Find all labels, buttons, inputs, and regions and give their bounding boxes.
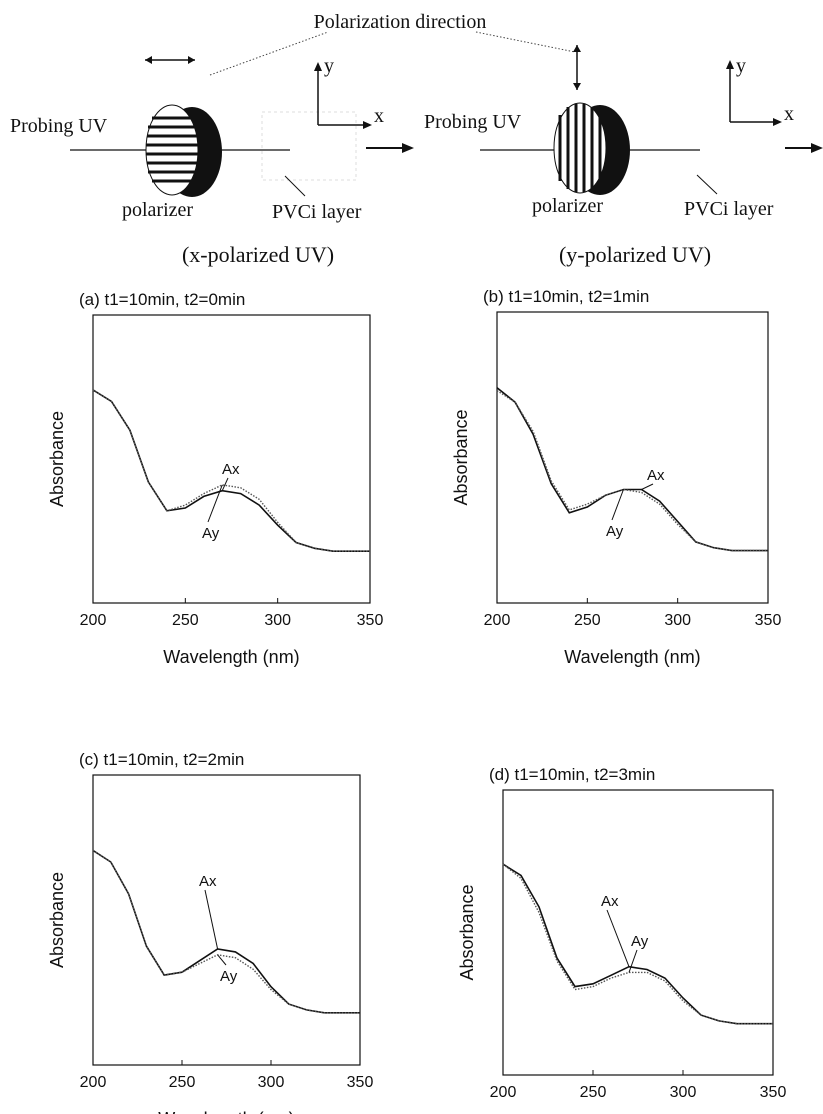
chart-title: (d) t1=10min, t2=3min [489, 765, 655, 784]
y-axis-label: Absorbance [451, 409, 471, 505]
series-line [502, 863, 773, 1025]
chart-title: (c) t1=10min, t2=2min [79, 750, 244, 769]
layer-label: PVCi layer [272, 201, 362, 223]
plot-frame [92, 774, 361, 1066]
x-axis-label: Wavelength (nm) [564, 647, 700, 667]
caption: (y-polarized UV) [559, 242, 711, 267]
pvci-layer [261, 111, 357, 181]
label-leader [221, 477, 229, 491]
stripes [558, 104, 602, 192]
series-line [502, 863, 773, 1025]
x-tick-label: 250 [169, 1074, 196, 1091]
x-tick-label: 300 [264, 612, 291, 629]
x-tick-label: 200 [490, 1084, 517, 1101]
x-axis-label: Wavelength (nm) [158, 1109, 294, 1114]
pointer [475, 31, 576, 53]
series-label: Ay [631, 933, 649, 950]
label-leader [204, 889, 219, 950]
beam-arrow-head [811, 143, 823, 153]
x-tick-label: 350 [760, 1084, 787, 1101]
label-leader [606, 909, 630, 967]
y-axis-label: Absorbance [47, 411, 67, 507]
polarizer-label: polarizer [532, 195, 603, 217]
x-tick-label: 350 [755, 612, 782, 629]
series-label: Ax [222, 461, 240, 478]
caption: (x-polarized UV) [182, 242, 334, 267]
x-tick-label: 350 [347, 1074, 374, 1091]
label-leader [611, 489, 624, 521]
series-label: Ax [647, 467, 665, 484]
layer-label: PVCi layer [684, 198, 774, 220]
axis-head [314, 62, 372, 129]
series-label: Ay [202, 525, 220, 542]
x-axis-label: Wavelength (nm) [163, 647, 299, 667]
x-tick-label: 200 [484, 612, 511, 629]
series-line [496, 387, 768, 552]
y-axis-label: Absorbance [47, 872, 67, 968]
y-axis-label: Absorbance [457, 884, 477, 980]
plot-frame [502, 789, 774, 1076]
plot-frame [496, 311, 769, 604]
label-leader [207, 484, 223, 523]
x-tick-label: 200 [80, 1074, 107, 1091]
beam-arrow-head [402, 143, 414, 153]
axis-y: y [324, 55, 334, 77]
probing-uv: Probing UV [424, 111, 522, 133]
x-tick-label: 300 [664, 612, 691, 629]
series-line [496, 390, 768, 552]
pointer [696, 174, 718, 195]
series-label: Ay [220, 968, 238, 985]
axis-x: x [784, 103, 794, 125]
polarization-label: Polarization direction [314, 11, 487, 33]
label-leader [641, 483, 654, 490]
series-label: Ax [601, 893, 619, 910]
series-line [92, 389, 370, 552]
polarizer-label: polarizer [122, 199, 193, 221]
label-leader [628, 949, 638, 973]
label-leader [217, 954, 227, 966]
axis-head [726, 60, 782, 126]
chart-title: (b) t1=10min, t2=1min [483, 287, 649, 306]
diagram: Polarization direction y x Probing UV po… [10, 11, 823, 267]
x-tick-label: 250 [580, 1084, 607, 1101]
pointer [209, 31, 329, 76]
x-tick-label: 250 [574, 612, 601, 629]
axis-y: y [736, 55, 746, 77]
series-line [92, 849, 360, 1014]
plot-frame [92, 314, 371, 604]
series-line [92, 849, 360, 1014]
x-tick-label: 300 [670, 1084, 697, 1101]
x-tick-label: 250 [172, 612, 199, 629]
pointer [284, 175, 306, 197]
x-tick-label: 200 [80, 612, 107, 629]
probing-uv: Probing UV [10, 115, 108, 137]
stripes [146, 116, 198, 183]
axis-x: x [374, 105, 384, 127]
polarizer [553, 102, 607, 194]
chart-title: (a) t1=10min, t2=0min [79, 290, 245, 309]
series-label: Ax [199, 873, 217, 890]
charts: (a) t1=10min, t2=0min 200 250 300 350 Wavelen… [47, 287, 786, 1114]
series-label: Ay [606, 523, 624, 540]
x-tick-label: 350 [357, 612, 384, 629]
x-tick-label: 300 [258, 1074, 285, 1091]
